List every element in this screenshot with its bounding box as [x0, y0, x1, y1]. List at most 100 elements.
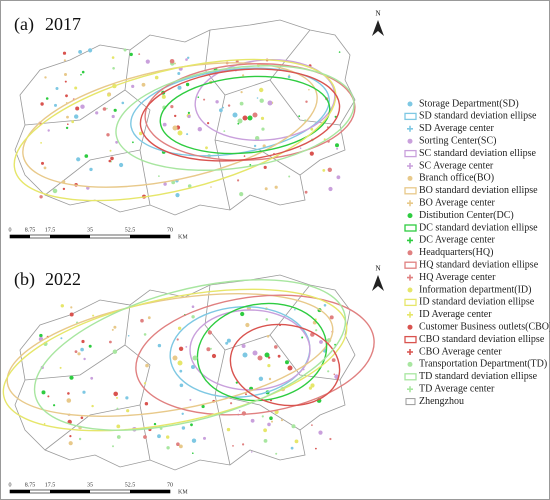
facility-point	[106, 133, 110, 137]
facility-point	[262, 144, 266, 148]
scale-segment	[50, 490, 90, 493]
facility-point	[54, 103, 57, 107]
facility-point	[301, 336, 304, 339]
legend-label: Branch office(BO)	[419, 173, 494, 184]
facility-point	[77, 352, 81, 356]
legend-label: SD Average center	[419, 123, 494, 134]
facility-point	[126, 409, 130, 413]
facility-point	[308, 88, 310, 91]
scale-segment	[10, 490, 30, 493]
facility-point	[43, 422, 46, 425]
facility-point	[310, 127, 314, 131]
facility-point	[143, 435, 147, 439]
average-center	[242, 115, 248, 121]
legend-label: SC Average center	[419, 160, 494, 171]
facility-point	[328, 186, 333, 192]
facility-point	[158, 175, 160, 178]
district-border	[269, 79, 341, 126]
deviation-ellipse	[115, 65, 355, 171]
facility-point	[62, 187, 66, 191]
average-center	[237, 118, 243, 124]
facility-point	[175, 193, 180, 198]
facility-point	[74, 86, 78, 90]
facility-point	[123, 48, 127, 52]
facility-point	[63, 59, 66, 62]
facility-point	[197, 96, 200, 98]
scale-label: 0	[9, 227, 12, 233]
facility-point	[60, 304, 64, 308]
legend-symbol	[404, 373, 417, 381]
facility-point	[111, 56, 115, 59]
facility-point	[242, 443, 245, 446]
facility-point	[187, 111, 190, 114]
facility-point	[116, 424, 121, 429]
facility-point	[280, 419, 284, 422]
legend-label: Sorting Center(SC)	[419, 135, 497, 146]
legend-label: CBO standard deviation ellipse	[419, 334, 545, 345]
facility-point	[154, 75, 159, 80]
facility-point	[331, 358, 336, 362]
facility-point	[230, 402, 233, 405]
facility-point	[186, 133, 189, 136]
facility-point	[299, 147, 302, 149]
legend-label: SC standard deviation ellipse	[419, 148, 536, 159]
facility-point	[47, 395, 50, 398]
facility-point	[106, 107, 108, 110]
facility-point	[161, 94, 166, 99]
facility-point	[211, 353, 217, 359]
facility-point	[203, 98, 206, 101]
facility-point	[162, 122, 167, 127]
facility-point	[111, 328, 114, 331]
facility-point	[145, 363, 149, 368]
facility-point	[288, 175, 291, 178]
district-border	[269, 334, 341, 381]
deviation-ellipse	[6, 293, 334, 417]
facility-point	[187, 56, 190, 59]
facility-point	[113, 108, 117, 112]
average-center	[177, 360, 183, 366]
facility-point	[327, 370, 330, 373]
facility-point	[66, 115, 69, 119]
panel-year: 2022	[45, 269, 81, 289]
panel-year: 2017	[45, 14, 81, 34]
facility-point	[271, 420, 273, 423]
facility-point	[269, 416, 273, 420]
facility-point	[177, 326, 182, 330]
legend-label: Zhengzhou	[419, 396, 464, 407]
facility-point	[80, 104, 85, 109]
facility-point	[176, 338, 179, 341]
facility-point	[265, 318, 269, 321]
average-center	[252, 350, 258, 356]
facility-point	[179, 383, 184, 388]
north-arrow	[372, 20, 384, 36]
facility-point	[315, 447, 317, 450]
facility-point	[205, 146, 208, 150]
facility-point	[89, 167, 93, 172]
legend-symbol	[407, 101, 413, 107]
facility-point	[74, 114, 79, 119]
facility-point	[119, 162, 124, 168]
facility-point	[83, 357, 86, 361]
facility-point	[243, 155, 246, 157]
legend-symbol	[404, 298, 417, 307]
legend-symbol	[407, 250, 413, 256]
map-panel: (a) 2017 N 0 8.75 17.5 35 52.5 70 KM	[9, 10, 384, 240]
facility-point	[197, 127, 202, 132]
facility-point	[91, 404, 94, 408]
district-border	[24, 344, 126, 381]
facility-point	[336, 175, 341, 180]
deviation-ellipse	[229, 323, 341, 407]
facility-point	[311, 424, 313, 426]
facility-point	[41, 390, 46, 395]
average-center	[267, 100, 273, 106]
facility-point	[110, 156, 114, 161]
facility-point	[239, 101, 244, 106]
facility-point	[64, 80, 67, 83]
scale-label: 70	[167, 227, 173, 233]
legend-symbol	[407, 237, 413, 244]
facility-point	[116, 435, 121, 439]
average-center	[232, 112, 238, 118]
facility-point	[335, 143, 339, 148]
facility-point	[261, 415, 264, 418]
facility-point	[191, 305, 195, 308]
